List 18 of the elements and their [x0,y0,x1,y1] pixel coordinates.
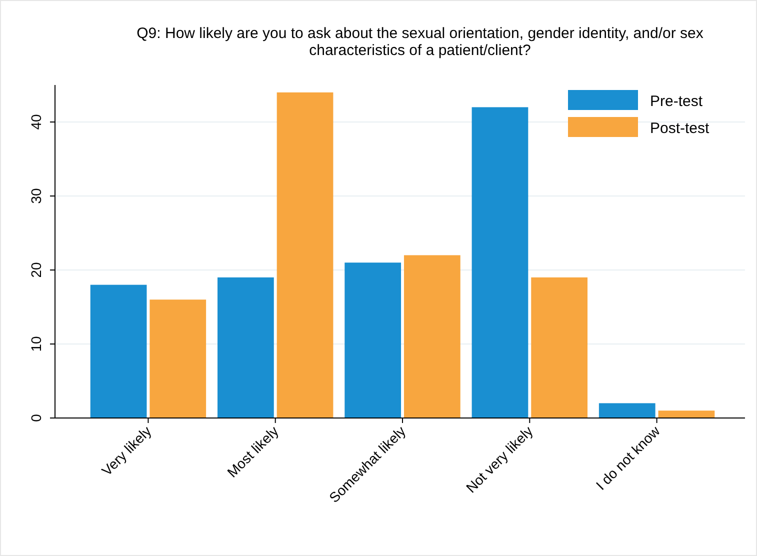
chart-title: Q9: How likely are you to ask about the sexual orientation, gender identity, and/or sex characteristics of a patient/client? [136,25,704,59]
bar [598,403,656,418]
y-tick-label: 40 [28,114,44,130]
y-tick-label: 30 [28,188,44,204]
bar [90,284,147,418]
bar [404,255,460,418]
legend-label: Post-test [650,120,710,137]
bar [531,277,588,418]
bar [344,262,402,418]
bar [658,410,715,418]
legend-label: Pre-test [650,93,704,110]
bar [218,277,274,418]
y-tick-label: 10 [28,336,44,352]
bar [472,107,528,418]
y-tick-label: 20 [28,262,44,278]
bar [150,300,206,418]
y-tick-label: 0 [28,414,44,422]
bar [276,92,334,418]
